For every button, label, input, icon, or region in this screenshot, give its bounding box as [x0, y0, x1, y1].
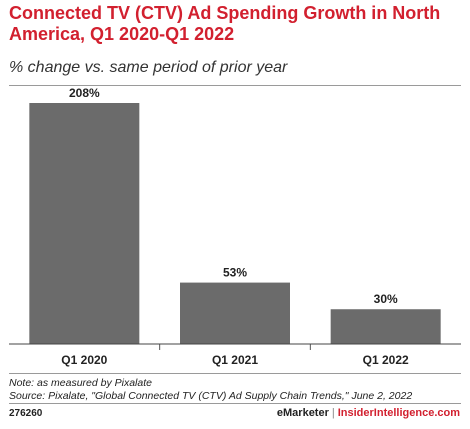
source-text: Source: Pixalate, "Global Connected TV (… [9, 390, 413, 402]
top-divider [9, 85, 461, 86]
data-label: 53% [223, 266, 247, 280]
brand-name: eMarketer [276, 407, 329, 419]
chart-title: Connected TV (CTV) Ad Spending Growth in… [9, 3, 441, 44]
bar-q1-2021 [180, 282, 290, 344]
x-tick-label: Q1 2022 [363, 353, 409, 367]
data-label: 30% [374, 292, 398, 306]
bar-chart: 208% Q1 2020 53% Q1 2021 30% Q1 2022 [9, 86, 461, 367]
chart-id: 276260 [9, 408, 43, 419]
bar-q1-2020 [29, 103, 140, 344]
footer-divider [9, 403, 461, 404]
x-tick-label: Q1 2020 [61, 353, 107, 367]
brand-separator: | [331, 407, 335, 419]
chart-subtitle: % change vs. same period of prior year [9, 59, 288, 76]
data-label: 208% [69, 86, 100, 100]
chart-notes: Note: as measured by Pixalate Source: Pi… [9, 377, 412, 403]
note-text: Note: as measured by Pixalate [9, 377, 152, 389]
bar-q1-2022 [330, 309, 441, 344]
site-link[interactable]: InsiderIntelligence.com [337, 407, 460, 419]
footer-brand: eMarketer | InsiderIntelligence.com [277, 407, 460, 419]
x-tick-label: Q1 2021 [212, 353, 258, 367]
notes-divider [9, 373, 461, 374]
